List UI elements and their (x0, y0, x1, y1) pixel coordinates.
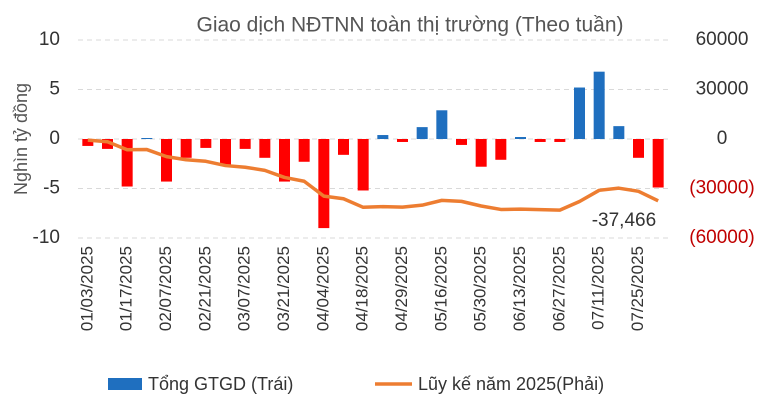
bar (298, 139, 310, 162)
legend-swatch (108, 378, 142, 390)
bar (416, 127, 428, 139)
line-series (87, 138, 659, 212)
bar (397, 139, 408, 142)
x-tick-label: 04/18/2025 (353, 246, 372, 331)
x-tick-label: 02/21/2025 (195, 246, 214, 331)
y-tick-label: 10 (39, 29, 60, 50)
bar (593, 71, 605, 139)
x-tick-label: 07/25/2025 (628, 246, 647, 331)
x-tick-label: 05/30/2025 (471, 246, 490, 331)
bar (515, 137, 526, 139)
x-tick-label: 06/27/2025 (549, 246, 568, 331)
chart-title: Giao dịch NĐTNN toàn thị trường (Theo tu… (196, 14, 623, 37)
x-tick-label: 03/21/2025 (274, 246, 293, 331)
bar (574, 87, 585, 139)
y-tick-label: 0 (49, 128, 60, 149)
bar (220, 139, 231, 165)
bar (279, 139, 290, 182)
bar (180, 139, 192, 158)
x-tick-label: 05/16/2025 (431, 246, 450, 331)
y-tick-label: 5 (49, 79, 60, 100)
bar (475, 139, 487, 167)
data-label: -37,466 (592, 210, 656, 231)
x-tick-label: 01/03/2025 (77, 246, 96, 331)
x-tick-label: 04/04/2025 (313, 246, 332, 331)
bar (613, 126, 625, 139)
y-tick-label: -5 (43, 178, 60, 199)
y2-tick-label: 30000 (696, 79, 749, 100)
legend-label: Lũy kế năm 2025(Phải) (418, 374, 604, 394)
bar (200, 139, 212, 148)
y2-tick-label: (60000) (689, 227, 755, 248)
bar (377, 135, 389, 139)
x-tick-label: 06/13/2025 (510, 246, 529, 331)
x-tick-label: 07/11/2025 (589, 246, 608, 330)
bar (436, 110, 448, 139)
x-tick-label: 03/07/2025 (235, 246, 254, 331)
bar (121, 139, 133, 187)
y-axis-label: Nghìn tỷ đồng (11, 83, 31, 195)
bar (534, 139, 546, 142)
x-tick-label: 02/07/2025 (156, 246, 175, 331)
bar (495, 139, 507, 160)
y2-tick-label: (30000) (689, 178, 755, 199)
y2-tick-label: 0 (717, 128, 728, 149)
bar (318, 139, 330, 229)
y2-tick-label: 60000 (696, 29, 749, 50)
bar (554, 139, 566, 142)
x-tick-label: 01/17/2025 (117, 246, 136, 331)
bar (338, 139, 349, 155)
bar (652, 139, 664, 188)
y-tick-label: -10 (33, 227, 60, 248)
x-tick-label: 04/29/2025 (392, 246, 411, 331)
bar (633, 139, 644, 158)
legend-label: Tổng GTGD (Trái) (148, 374, 293, 394)
bar (456, 139, 467, 145)
bar (259, 139, 271, 158)
bar (239, 139, 251, 149)
bar (161, 139, 172, 182)
bar (357, 139, 369, 191)
bar (141, 138, 153, 139)
bar (102, 139, 113, 149)
bar (82, 139, 94, 146)
